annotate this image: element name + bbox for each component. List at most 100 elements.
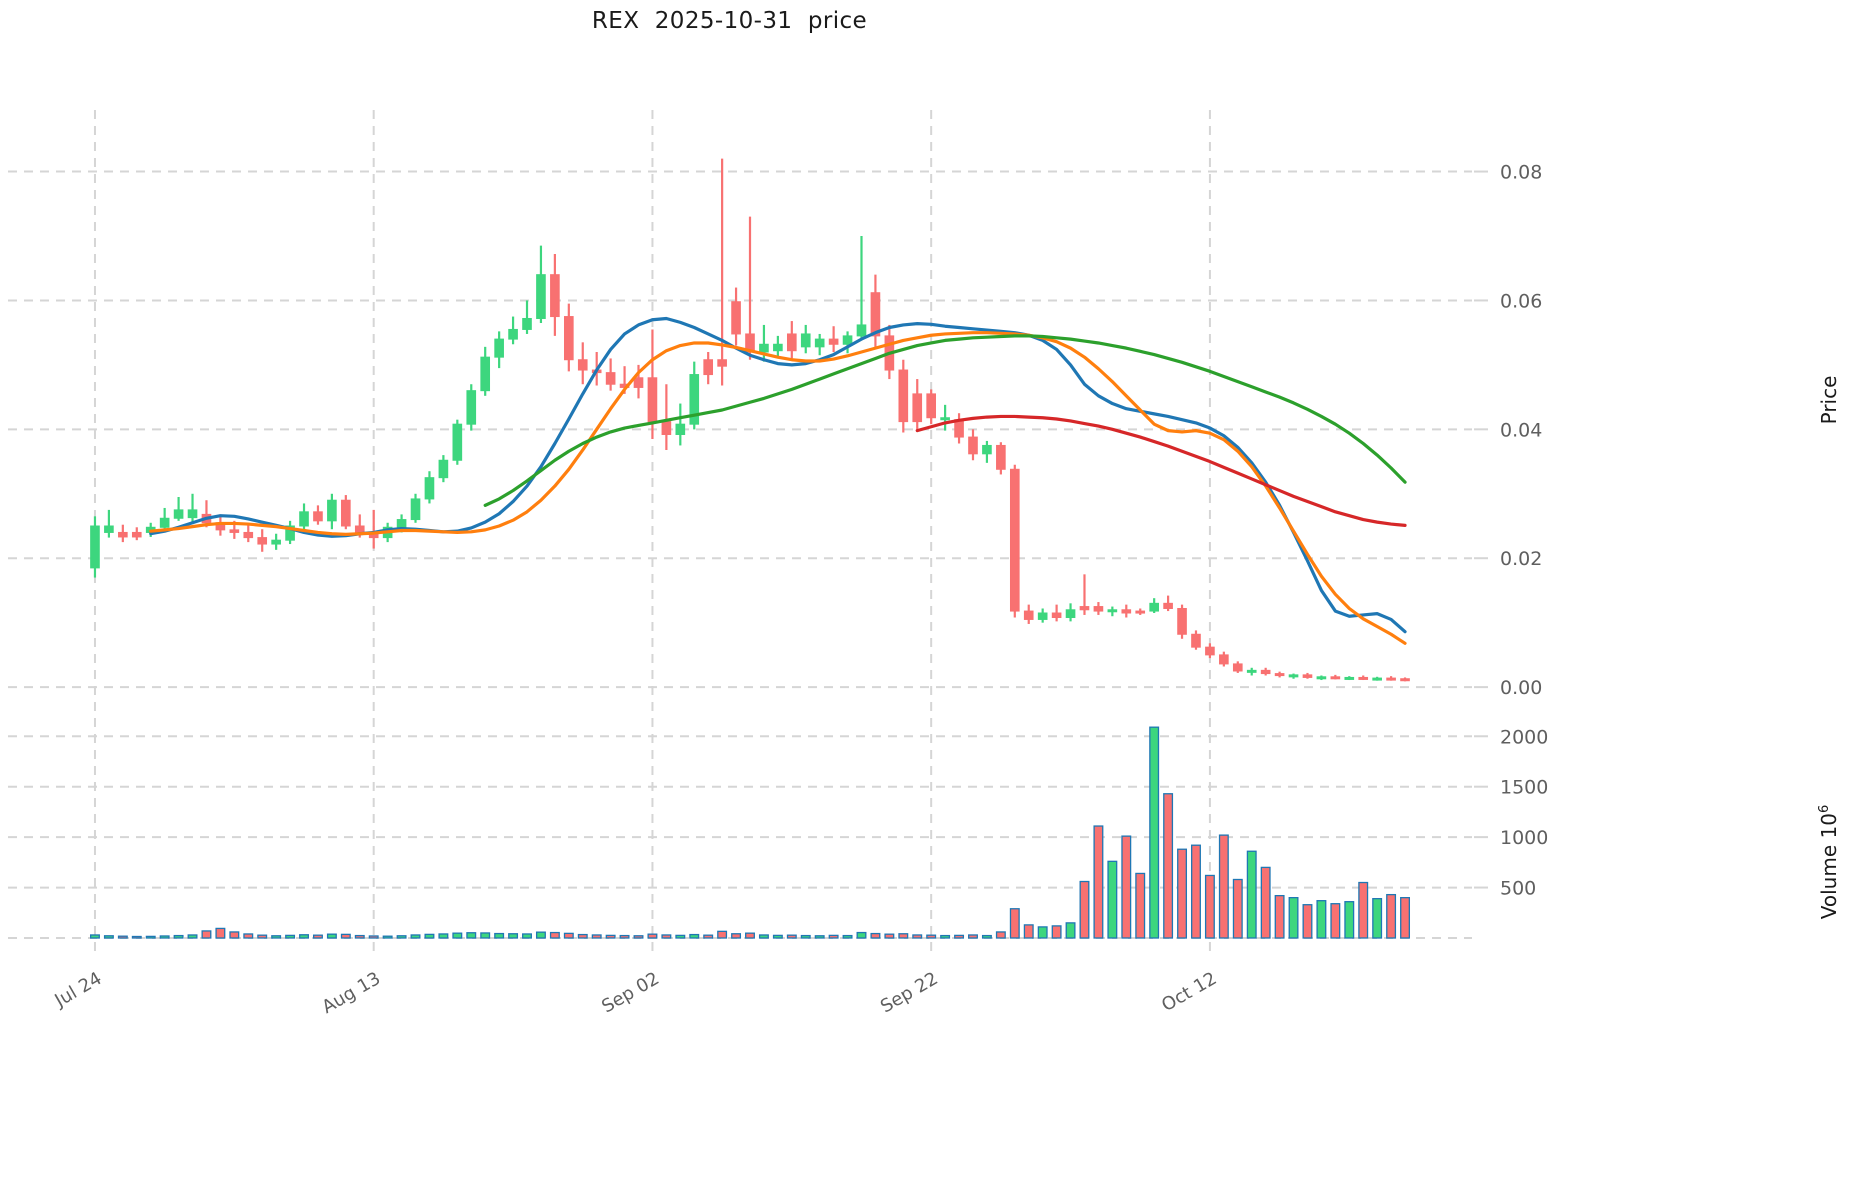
candle-body [396,519,407,528]
candle-body [508,328,518,340]
ma-green-line [483,334,1407,507]
volume-bar [563,932,574,939]
ytick-label-price: 0.06 [1500,290,1542,312]
volume-bar [494,932,505,939]
candle-body [968,436,978,455]
volume-bar [1246,850,1257,939]
volume-bar [856,931,867,939]
candle-body [438,459,449,479]
volume-bar [410,934,421,939]
axis-ticks-group: 0.00 0.02 0.04 0.06 0.08 500 1000 1500 2000 Jul 2… [51,162,1841,1019]
candle-body [90,525,100,569]
candle-body [285,525,295,541]
candle-body [1288,674,1299,678]
volume-bar [396,935,407,939]
volume-bar [968,934,978,939]
volume-bar [1191,844,1201,939]
ytick-label-price: 0.00 [1500,677,1542,699]
volume-bar [1218,834,1229,939]
candle-body [1386,677,1396,681]
candle-body [1191,633,1201,648]
candle-body [327,499,337,522]
volume-bar [1232,878,1243,939]
candle-body [647,377,658,423]
candle-body [480,356,491,392]
volume-bar [145,935,156,939]
candle-body [452,423,463,461]
candle-body [564,316,574,361]
xtick-label-group: Sep 22 [877,968,942,1017]
candle-body [118,531,128,538]
volume-bar [522,933,532,939]
candle-body [424,477,435,500]
candle-body [717,359,727,367]
volume-bar [1037,926,1048,939]
volume-bar [159,935,170,939]
volume-bar [647,933,658,939]
volume-bar [731,933,742,939]
volume-bar [842,934,853,939]
volume-bar [758,934,769,939]
candle-body [759,343,769,353]
volume-bar [187,934,198,939]
candle-body [1023,610,1034,620]
candle-body [773,343,783,352]
candle-body [1065,609,1076,619]
ytick-label-volume: 1000 [1500,827,1548,849]
volume-bar [382,935,393,939]
volume-bar [131,935,142,939]
volume-bar [201,930,212,939]
volume-bar [1288,897,1299,939]
candle-body [786,333,797,352]
candle-body [926,393,936,419]
volume-bar [912,934,923,939]
volume-bar [981,934,992,939]
candle-body [1205,646,1215,656]
volume-bar [1344,901,1355,939]
volume-bar [1260,866,1271,939]
xtick-label-group: Aug 13 [318,968,384,1018]
volume-axis-title-exponent: 6 [1817,805,1832,813]
volume-bar [1274,894,1285,939]
candle-body [577,359,588,371]
volume-bar [898,933,909,939]
volume-bar [354,934,365,939]
candle-body [229,529,240,533]
candle-body [1274,673,1285,677]
volume-bar [1051,925,1062,939]
candle-body [1177,607,1187,635]
volume-bar [884,933,895,939]
candle-body [187,509,198,519]
volume-bar [89,934,100,939]
volume-bar [1121,835,1132,939]
volume-bar [786,934,797,939]
candle-body [1344,676,1355,680]
candle-body [494,338,504,358]
volume-bar [1009,908,1020,939]
candle-body [536,274,546,319]
volume-bar [717,930,728,939]
candlesticks-group [90,158,1410,682]
candle-body [1163,602,1173,609]
candle-body [800,333,811,348]
volume-bar [1023,924,1034,939]
candle-body [1330,676,1341,680]
candle-body [1079,606,1090,611]
candle-body [842,335,853,345]
candle-body [1037,612,1048,620]
volume-bar [675,934,686,939]
volume-bar [814,935,825,939]
ma-blue-line [149,316,1407,634]
volume-bar [605,934,616,939]
volume-bar [549,931,560,939]
ytick-label-price: 0.08 [1500,162,1542,184]
candle-body [466,390,477,425]
candle-body [940,417,950,421]
candle-body [1051,612,1062,619]
volume-bar [703,934,714,939]
candle-body [257,537,268,545]
volume-axis-title: Volume 106 [1817,805,1841,919]
volume-bar [1065,922,1076,939]
volume-bar [243,933,254,939]
